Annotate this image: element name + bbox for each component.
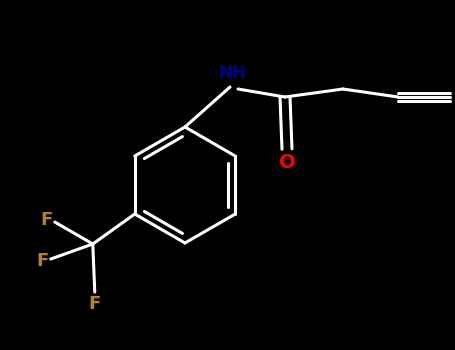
Text: F: F [37, 252, 49, 270]
Text: O: O [278, 154, 295, 173]
Text: F: F [40, 211, 53, 229]
Text: NH: NH [218, 64, 246, 82]
Text: F: F [89, 295, 101, 313]
